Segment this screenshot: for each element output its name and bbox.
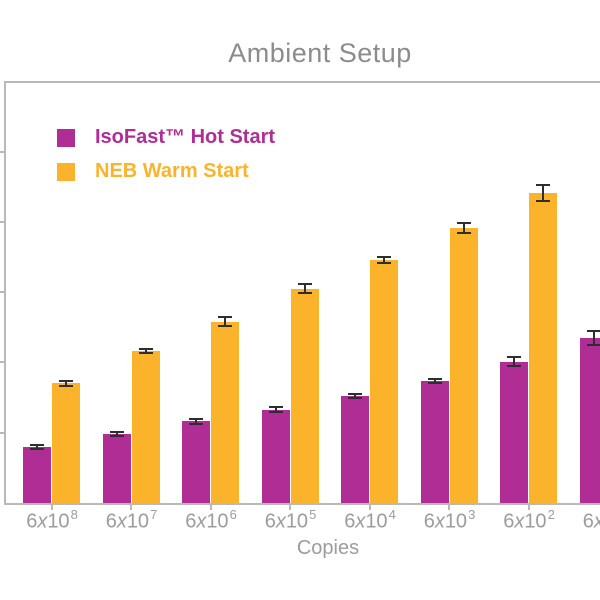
error-bar-cap-top xyxy=(268,406,283,409)
legend-label-isofast: IsoFast™ Hot Start xyxy=(95,126,276,148)
error-bar-cap-top xyxy=(138,348,153,351)
error-bar-cap-bottom xyxy=(586,343,600,346)
x-axis-tick xyxy=(209,505,212,510)
x-axis-tick xyxy=(289,505,291,510)
error-bar-line xyxy=(462,223,465,234)
legend-item-isofast: IsoFast™ Hot Start xyxy=(57,126,275,149)
error-bar-cap-top xyxy=(218,316,232,319)
legend-swatch-neb xyxy=(57,162,75,181)
x-tick-label-6x10^8: 6x108 xyxy=(26,507,78,533)
bar-neb-6x10^8 xyxy=(52,383,80,503)
x-tick-label-6x10^5: 6x105 xyxy=(264,507,317,533)
error-bar-cap-bottom xyxy=(427,382,442,385)
error-bar-cap-top xyxy=(377,255,391,258)
error-bar-line xyxy=(354,394,356,399)
error-bar-cap-top xyxy=(59,379,73,382)
error-bar-cap-top xyxy=(507,356,521,359)
bar-isofast-6x10^4 xyxy=(341,396,369,503)
error-bar-cap-bottom xyxy=(30,447,44,450)
x-axis-tick xyxy=(527,505,530,510)
x-tick-label-6x10^4: 6x104 xyxy=(344,507,396,533)
error-bar-cap-top xyxy=(348,393,362,396)
error-bar-cap-top xyxy=(189,418,203,421)
error-bar-cap-bottom xyxy=(109,435,124,438)
error-bar-cap-top xyxy=(109,430,124,433)
x-tick-label-6x10^6: 6x106 xyxy=(185,507,237,533)
error-bar-line xyxy=(144,349,147,354)
error-bar-cap-bottom xyxy=(268,410,283,413)
legend-item-neb: NEB Warm Start xyxy=(57,160,275,183)
x-tick-label-6x10^3: 6x103 xyxy=(423,507,476,533)
error-bar-cap-bottom xyxy=(297,291,312,294)
error-bar-cap-bottom xyxy=(536,199,550,202)
error-bar-line xyxy=(513,357,515,366)
bar-neb-6x10^5 xyxy=(290,288,319,503)
x-tick-label-6x10^2: 6x102 xyxy=(503,507,555,533)
legend-label-neb: NEB Warm Start xyxy=(95,160,249,182)
x-axis-title: Copies xyxy=(296,537,360,559)
error-bar-line xyxy=(36,444,38,449)
error-bar-cap-top xyxy=(456,222,471,225)
error-bar-cap-bottom xyxy=(189,422,203,425)
bar-neb-6x10^2 xyxy=(529,192,557,503)
error-bar-line xyxy=(303,284,306,293)
legend: IsoFast™ Hot Start NEB Warm Start xyxy=(57,126,275,194)
error-bar-cap-top xyxy=(586,329,600,332)
bar-neb-6x10^4 xyxy=(370,259,398,503)
y-axis-tick xyxy=(0,220,4,223)
y-axis-line xyxy=(4,81,6,505)
error-bar-line xyxy=(224,317,226,326)
bar-isofast-6x10^1 xyxy=(579,337,600,503)
y-axis-tick xyxy=(0,361,4,364)
error-bar-line xyxy=(195,419,197,424)
y-axis-tick xyxy=(0,431,4,434)
error-bar-line xyxy=(592,330,595,345)
error-bar-cap-bottom xyxy=(456,232,471,235)
bar-isofast-6x10^5 xyxy=(261,409,290,503)
error-bar-line xyxy=(65,380,67,387)
error-bar-line xyxy=(383,256,385,263)
error-bar-line xyxy=(542,185,544,201)
x-axis-tick xyxy=(130,505,132,510)
x-axis-tick xyxy=(50,505,53,510)
bar-isofast-6x10^2 xyxy=(500,361,528,503)
error-bar-cap-bottom xyxy=(377,261,391,264)
y-axis-tick xyxy=(0,291,4,294)
error-bar-line xyxy=(115,431,118,437)
error-bar-cap-bottom xyxy=(507,364,521,367)
error-bar-cap-top xyxy=(297,283,312,286)
error-bar-line xyxy=(433,379,436,384)
x-axis-tick xyxy=(368,505,371,510)
legend-swatch-isofast xyxy=(57,128,75,147)
x-tick-label-6x10^7: 6x107 xyxy=(105,507,158,533)
bar-isofast-6x10^6 xyxy=(182,421,210,503)
error-bar-cap-top xyxy=(427,378,442,381)
x-axis-line xyxy=(4,503,600,505)
error-bar-cap-bottom xyxy=(218,324,232,327)
chart-title: Ambient Setup xyxy=(228,38,412,68)
bar-isofast-6x10^8 xyxy=(23,446,51,503)
bar-neb-6x10^7 xyxy=(131,351,160,503)
error-bar-cap-top xyxy=(30,443,44,446)
plot-top-border xyxy=(4,81,600,83)
bar-neb-6x10^6 xyxy=(211,321,239,503)
bar-isofast-6x10^3 xyxy=(420,381,449,503)
error-bar-cap-bottom xyxy=(59,385,73,388)
y-axis-tick xyxy=(0,150,4,153)
error-bar-cap-top xyxy=(536,184,550,187)
x-tick-label-6x10^1: 6x101 xyxy=(582,510,600,533)
error-bar-line xyxy=(274,407,277,412)
error-bar-cap-bottom xyxy=(348,397,362,400)
error-bar-cap-bottom xyxy=(138,352,153,355)
bar-neb-6x10^3 xyxy=(449,228,478,503)
x-axis-tick xyxy=(448,505,450,510)
bar-isofast-6x10^7 xyxy=(102,434,131,503)
